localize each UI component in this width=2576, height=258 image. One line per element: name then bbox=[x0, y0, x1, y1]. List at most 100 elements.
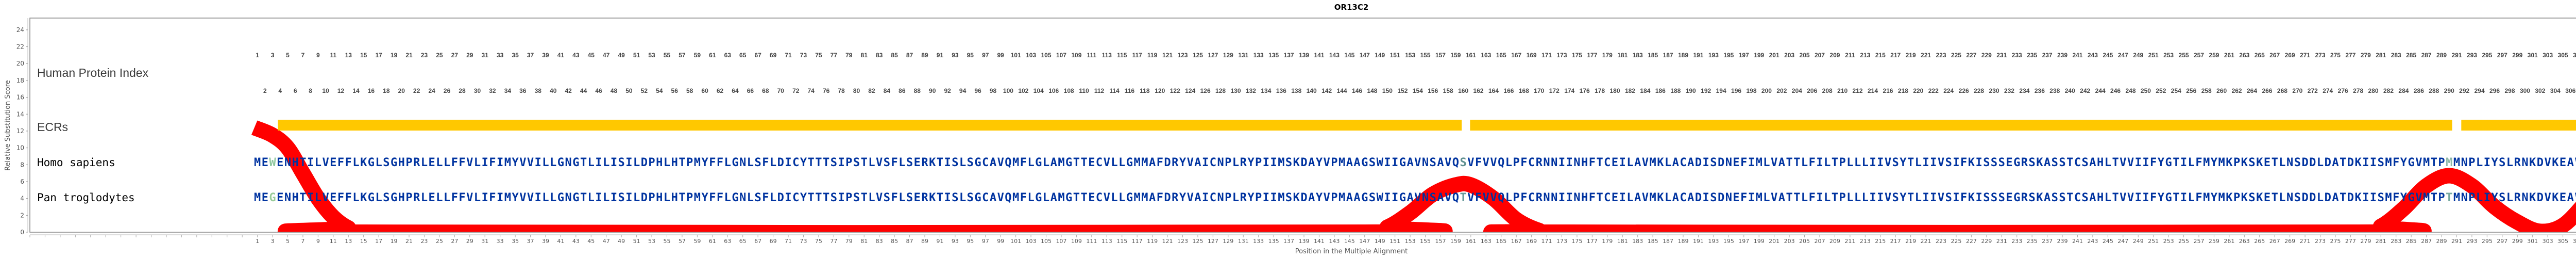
residue: T bbox=[299, 156, 306, 169]
residue: N bbox=[1422, 191, 1429, 204]
residue: N bbox=[2286, 191, 2293, 204]
residue: I bbox=[1566, 191, 1573, 204]
x-tick-label: 147 bbox=[1359, 238, 1370, 245]
protein-index-label: 198 bbox=[1746, 87, 1756, 94]
protein-index-label: 125 bbox=[1193, 52, 1203, 59]
protein-index-label: 82 bbox=[868, 87, 875, 94]
residue: R bbox=[1536, 156, 1543, 169]
residue: F bbox=[345, 191, 352, 204]
y-tick-label: 16 bbox=[16, 94, 24, 101]
residue: S bbox=[1430, 156, 1436, 169]
residue: S bbox=[2059, 191, 2065, 204]
residue: G bbox=[2013, 156, 2020, 169]
residue: F bbox=[2393, 156, 2399, 169]
protein-index-label: 49 bbox=[618, 52, 625, 59]
residue: I bbox=[1816, 191, 1823, 204]
x-tick-label: 7 bbox=[301, 238, 304, 245]
residue: C bbox=[1680, 191, 1686, 204]
residue: L bbox=[352, 156, 359, 169]
plot-frame bbox=[29, 18, 2576, 233]
residue: L bbox=[1854, 156, 1861, 169]
x-tick-label: 99 bbox=[997, 238, 1004, 245]
residue: P bbox=[2233, 191, 2240, 204]
protein-index-label: 165 bbox=[1496, 52, 1506, 59]
residue: M bbox=[504, 191, 511, 204]
residue: E bbox=[1733, 191, 1739, 204]
residue: F bbox=[1157, 156, 1163, 169]
residue: I bbox=[307, 191, 314, 204]
protein-index-label: 217 bbox=[1890, 52, 1901, 59]
residue: E bbox=[1088, 156, 1095, 169]
residue: V bbox=[2574, 156, 2576, 169]
protein-index-label: 231 bbox=[1996, 52, 2007, 59]
x-tick-label: 87 bbox=[906, 238, 913, 245]
residue: C bbox=[1210, 156, 1216, 169]
residue: A bbox=[1672, 156, 1679, 169]
residue: L bbox=[899, 156, 905, 169]
residue: T bbox=[2272, 191, 2278, 204]
protein-index-label: 195 bbox=[1723, 52, 1734, 59]
residue: M bbox=[2218, 156, 2225, 169]
residue: D bbox=[1300, 156, 1307, 169]
x-tick-label: 145 bbox=[1344, 238, 1355, 245]
x-tick-label: 123 bbox=[1177, 238, 1188, 245]
residue: L bbox=[1862, 156, 1869, 169]
residue: I bbox=[2362, 156, 2369, 169]
residue: S bbox=[2378, 191, 2384, 204]
residue: G bbox=[732, 191, 738, 204]
protein-index-label: 214 bbox=[1868, 87, 1878, 94]
residue: W bbox=[1377, 191, 1384, 204]
residue: L bbox=[1027, 191, 1034, 204]
protein-index-label: 232 bbox=[2004, 87, 2014, 94]
residue: E bbox=[1733, 156, 1739, 169]
x-tick-label: 291 bbox=[2451, 238, 2462, 245]
protein-index-label: 31 bbox=[482, 52, 489, 59]
residue: E bbox=[1088, 191, 1095, 204]
protein-index-label: 302 bbox=[2535, 87, 2545, 94]
protein-index-label: 177 bbox=[1587, 52, 1597, 59]
residue: I bbox=[625, 191, 632, 204]
residue: A bbox=[1406, 156, 1413, 169]
residue: A bbox=[1149, 156, 1156, 169]
residue: T bbox=[1786, 156, 1792, 169]
y-tick-label: 18 bbox=[16, 77, 24, 84]
x-tick-label: 189 bbox=[1678, 238, 1689, 245]
residue: T bbox=[2431, 156, 2437, 169]
protein-index-label: 105 bbox=[1041, 52, 1051, 59]
protein-index-label: 37 bbox=[527, 52, 534, 59]
protein-index-label: 41 bbox=[557, 52, 565, 59]
protein-index-label: 276 bbox=[2338, 87, 2348, 94]
residue: S bbox=[2059, 156, 2065, 169]
residue: L bbox=[868, 156, 875, 169]
protein-index-label: 263 bbox=[2239, 52, 2249, 59]
residue: I bbox=[1619, 156, 1626, 169]
residue: K bbox=[360, 191, 367, 204]
residue: R bbox=[1172, 191, 1179, 204]
x-tick-label: 265 bbox=[2254, 238, 2265, 245]
residue: L bbox=[436, 191, 443, 204]
residue: M bbox=[2453, 156, 2460, 169]
residue: K bbox=[1657, 191, 1664, 204]
residue: S bbox=[1430, 191, 1436, 204]
residue: Y bbox=[2400, 191, 2408, 204]
protein-index-label: 250 bbox=[2141, 87, 2151, 94]
residue: V bbox=[1771, 191, 1777, 204]
residue: V bbox=[1104, 191, 1110, 204]
protein-index-label: 8 bbox=[309, 87, 312, 94]
residue: A bbox=[1437, 156, 1444, 169]
x-tick-label: 209 bbox=[1829, 238, 1840, 245]
protein-index-label: 182 bbox=[1625, 87, 1635, 94]
residue: S bbox=[2499, 191, 2505, 204]
protein-index-label: 167 bbox=[1511, 52, 1521, 59]
protein-index-label: 289 bbox=[2436, 52, 2447, 59]
residue: A bbox=[2332, 191, 2338, 204]
residue: L bbox=[2105, 191, 2111, 204]
x-tick-label: 3 bbox=[271, 238, 275, 245]
residue: I bbox=[482, 156, 488, 169]
protein-index-label: 260 bbox=[2216, 87, 2227, 94]
protein-index-label: 77 bbox=[831, 52, 838, 59]
protein-index-label: 288 bbox=[2429, 87, 2439, 94]
residue: V bbox=[2544, 191, 2551, 204]
residue: N bbox=[739, 191, 746, 204]
protein-index-label: 264 bbox=[2247, 87, 2257, 94]
